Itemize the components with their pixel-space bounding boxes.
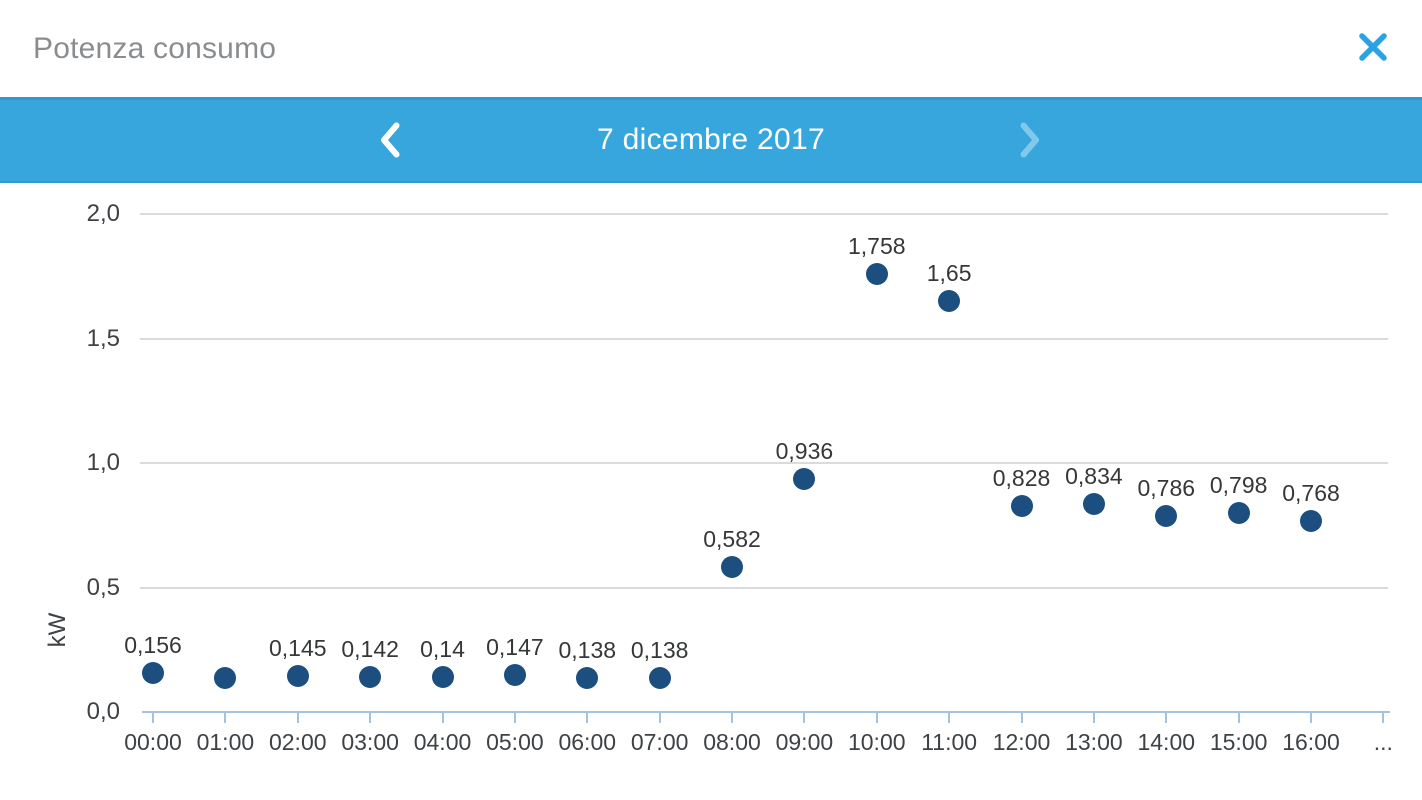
x-axis-tick — [1020, 713, 1023, 723]
point-value-label: 0,936 — [775, 437, 834, 464]
gridline — [140, 213, 1388, 215]
data-point-15:00[interactable] — [1227, 502, 1250, 525]
x-axis-tick-label: 02:00 — [268, 729, 327, 755]
x-axis-tick — [586, 713, 589, 723]
x-axis-tick — [1310, 713, 1312, 723]
y-axis-tick-label: 0,5 — [86, 573, 120, 601]
x-axis-tick-label: 12:00 — [992, 729, 1051, 755]
data-point-10:00[interactable] — [865, 263, 888, 286]
data-point-00:00[interactable] — [142, 662, 164, 685]
x-axis-tick-label: 04:00 — [413, 729, 472, 755]
point-value-label: 0,14 — [420, 636, 465, 663]
x-axis-tick — [1092, 713, 1095, 723]
y-axis-tick-label: 1,0 — [86, 449, 120, 476]
point-value-label: 0,828 — [992, 464, 1051, 491]
x-axis-tick-label: 08:00 — [703, 729, 761, 755]
x-axis-tick-label: 10:00 — [847, 729, 906, 755]
gridline — [140, 462, 1388, 464]
x-axis-tick — [1382, 713, 1385, 723]
x-axis-tick-label: 15:00 — [1209, 729, 1268, 755]
previous-day-button[interactable] — [364, 114, 416, 166]
data-point-12:00[interactable] — [1010, 494, 1033, 517]
x-axis-tick — [369, 713, 372, 723]
dialog-header: Potenza consumo — [0, 0, 1422, 97]
point-value-label: 0,147 — [486, 634, 544, 661]
y-axis-tick-label: 1,5 — [86, 324, 120, 352]
x-axis-baseline — [142, 711, 1390, 713]
data-point-06:00[interactable] — [576, 666, 599, 689]
chevron-right-icon — [1017, 120, 1043, 160]
x-axis-tick — [296, 713, 299, 723]
point-value-label: 1,758 — [847, 233, 906, 260]
data-point-11:00[interactable] — [938, 290, 961, 313]
data-point-05:00[interactable] — [503, 664, 526, 687]
x-axis-overflow-label: ... — [1373, 729, 1393, 755]
x-axis-tick — [948, 713, 951, 723]
data-point-16:00[interactable] — [1300, 509, 1322, 532]
x-axis-tick-label: 14:00 — [1137, 729, 1196, 755]
x-axis-tick-label: 07:00 — [630, 729, 689, 755]
point-value-label: 0,768 — [1282, 479, 1340, 506]
point-value-label: 0,798 — [1209, 472, 1268, 499]
x-axis-tick — [803, 713, 806, 723]
y-axis-tick-label: 0,0 — [86, 698, 120, 725]
x-axis-tick-label: 11:00 — [921, 729, 978, 755]
data-point-03:00[interactable] — [359, 665, 382, 688]
data-point-08:00[interactable] — [721, 556, 743, 579]
x-axis-tick — [1237, 713, 1240, 723]
x-axis-tick — [1165, 713, 1168, 723]
date-nav-bar: 7 dicembre 2017 — [0, 97, 1422, 183]
data-point-14:00[interactable] — [1155, 505, 1178, 528]
data-point-07:00[interactable] — [648, 666, 671, 689]
x-axis-tick — [224, 713, 227, 723]
next-day-button[interactable] — [1004, 114, 1056, 166]
x-axis-tick — [875, 713, 878, 723]
point-value-label: 0,145 — [268, 634, 327, 661]
x-axis-tick — [441, 713, 444, 723]
close-icon — [1356, 30, 1390, 64]
data-point-01:00[interactable] — [214, 666, 237, 689]
x-axis-tick-label: 05:00 — [486, 729, 544, 755]
plot-area: 0,0 0,5 1,0 1,5 2,0 00:00 01:00 02:00 03:00 04:00… — [0, 183, 1422, 800]
y-axis-tick-label: 2,0 — [86, 200, 120, 227]
point-value-label: 0,156 — [124, 632, 182, 659]
power-scatter-chart: kW 0,0 0,5 1,0 1,5 2,0 00:00 01:00 02:00 03:00 04… — [0, 183, 1422, 800]
close-button[interactable] — [1348, 22, 1398, 72]
x-axis-tick-label: 09:00 — [775, 729, 834, 755]
point-value-label: 0,138 — [630, 636, 689, 663]
x-axis-tick-label: 03:00 — [341, 729, 399, 755]
x-axis-tick — [513, 713, 516, 723]
x-axis-tick-label: 06:00 — [558, 729, 617, 755]
point-value-label: 0,834 — [1065, 463, 1123, 490]
point-value-label: 0,582 — [703, 526, 761, 553]
dialog-title: Potenza consumo — [33, 31, 277, 65]
point-value-label: 1,65 — [926, 260, 972, 287]
data-point-02:00[interactable] — [286, 664, 309, 687]
point-value-label: 0,138 — [558, 636, 617, 663]
gridline — [140, 586, 1388, 589]
gridline — [140, 337, 1388, 340]
point-value-label: 0,786 — [1137, 475, 1196, 502]
x-axis-tick — [731, 713, 733, 723]
x-axis-tick-label: 16:00 — [1282, 729, 1340, 755]
data-point-04:00[interactable] — [431, 666, 454, 689]
data-point-09:00[interactable] — [793, 467, 816, 490]
chevron-left-icon — [377, 120, 403, 160]
current-date-label: 7 dicembre 2017 — [597, 123, 825, 156]
x-axis-tick — [658, 713, 661, 723]
x-axis-tick-label: 00:00 — [124, 729, 182, 755]
data-point-13:00[interactable] — [1082, 493, 1105, 516]
x-axis-tick-label: 01:00 — [196, 729, 255, 755]
x-axis-tick-label: 13:00 — [1065, 729, 1123, 755]
x-axis-tick — [152, 713, 154, 723]
point-value-label: 0,142 — [341, 635, 399, 662]
